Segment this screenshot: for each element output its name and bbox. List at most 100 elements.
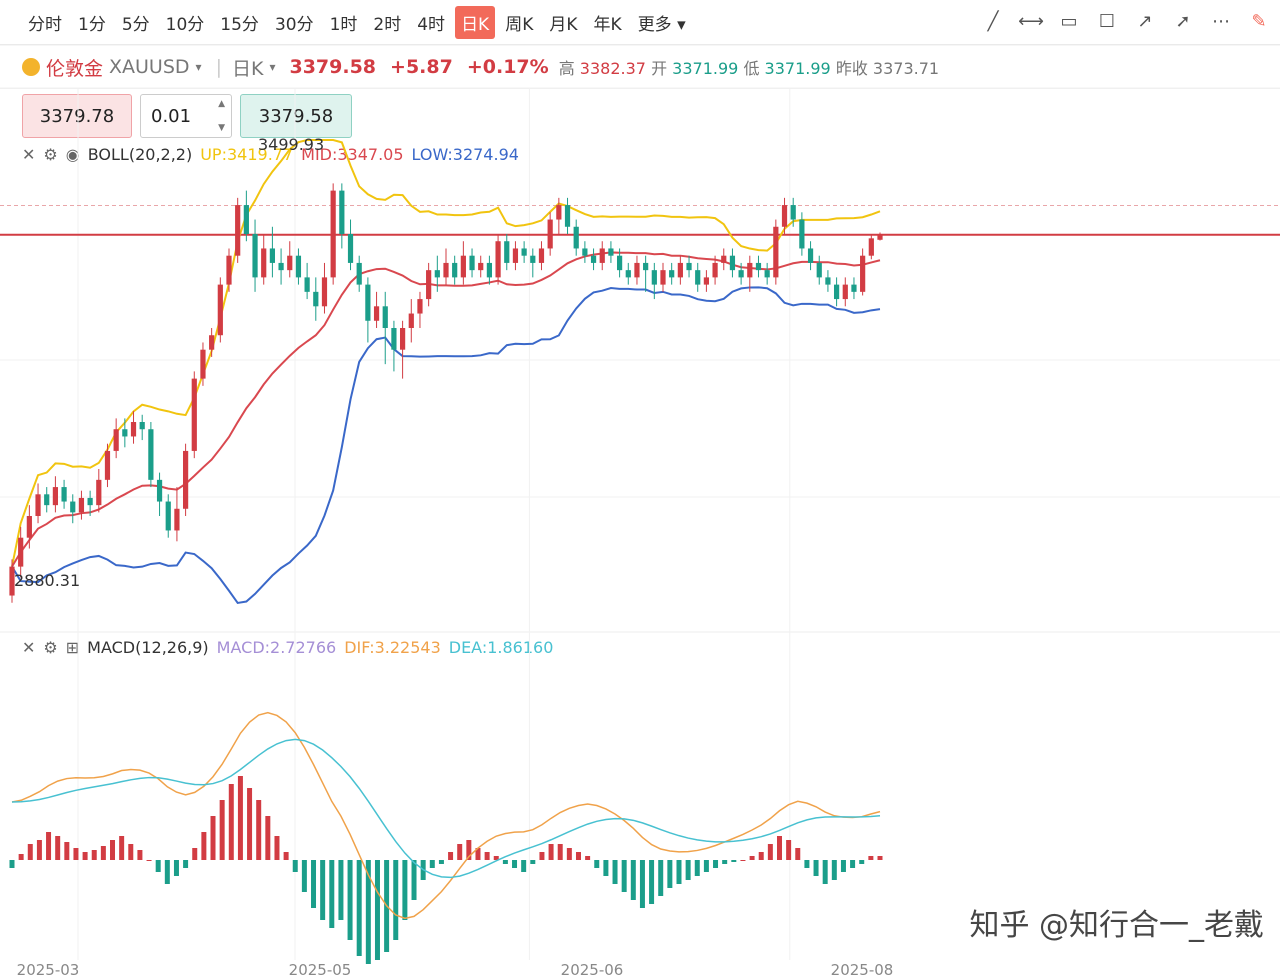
rectangle-icon[interactable]: ▭ (1060, 10, 1078, 32)
lot-stepper[interactable]: 0.01 ▲ ▼ (140, 94, 232, 138)
candle-body (651, 270, 657, 285)
arrow-icon[interactable]: ➚ (1175, 10, 1191, 32)
candle-body (321, 277, 328, 307)
candle-body (851, 284, 857, 292)
tab-period-10[interactable]: 周K (505, 14, 534, 35)
tab-period-0[interactable]: 分时 (28, 14, 62, 35)
drawing-tools: ╱ ⟷ ▭ ☐ ↗ ➚ ⋯ ✎ (980, 8, 1272, 34)
candle-body (252, 234, 258, 278)
candle-body (564, 205, 571, 227)
macd-bar (466, 840, 472, 860)
candle-body (209, 335, 215, 350)
macd-bar (767, 844, 773, 860)
candle-body (139, 422, 145, 430)
tab-period-8[interactable]: 4时 (417, 14, 446, 35)
period-select[interactable]: 日K (231, 57, 264, 80)
candle-body (530, 255, 536, 263)
candle-body (755, 262, 762, 271)
prev-close-label: 昨收 (835, 59, 868, 78)
macd-bar (658, 860, 664, 896)
macd-bar (667, 860, 673, 888)
symbol-code[interactable]: XAUUSD (109, 56, 190, 78)
macd-bar (256, 800, 262, 860)
eye-icon[interactable]: ◉ (65, 145, 80, 164)
macd-bar (822, 860, 828, 884)
candle-body (781, 205, 788, 227)
gold-icon (22, 58, 40, 76)
tab-period-13[interactable]: 更多 ▾ (637, 14, 686, 35)
candle-body (35, 494, 41, 516)
macd-bar (146, 860, 152, 861)
candle-body (538, 248, 545, 263)
candle-body (747, 262, 753, 278)
macd-bar (311, 860, 317, 908)
comment-icon[interactable]: ☐ (1098, 10, 1116, 32)
macd-bar (521, 860, 527, 872)
ray-icon[interactable]: ↗ (1137, 10, 1153, 32)
macd-bar (329, 860, 335, 928)
macd-bar (247, 788, 253, 860)
boll-low: LOW:3274.94 (411, 145, 519, 164)
candle-body (113, 429, 119, 451)
macd-bar (557, 844, 563, 860)
expand-icon[interactable]: ⊞ (65, 638, 80, 657)
candle-body (738, 270, 744, 278)
candle-body (764, 270, 770, 278)
sell-button[interactable]: 3379.78 (22, 94, 132, 138)
tab-period-12[interactable]: 年K (593, 14, 622, 35)
candle-body (512, 248, 519, 263)
candle-body (287, 255, 293, 271)
horizontal-line-icon[interactable]: ⟷ (1018, 10, 1044, 32)
candle-body (877, 234, 883, 240)
tab-period-1[interactable]: 1分 (78, 14, 106, 35)
tab-period-2[interactable]: 5分 (121, 14, 150, 35)
more-tools-icon[interactable]: ⋯ (1212, 10, 1230, 32)
candle-body (590, 255, 597, 263)
boll-mid-line (11, 251, 881, 568)
candle-body (443, 262, 449, 278)
chevron-down-icon[interactable]: ▾ (269, 60, 276, 74)
tab-period-5[interactable]: 30分 (274, 14, 314, 35)
edit-icon[interactable]: ✎ (1251, 10, 1267, 32)
buy-button[interactable]: 3379.58 (240, 94, 352, 138)
tab-period-11[interactable]: 月K (549, 14, 578, 35)
candle-body (816, 262, 822, 278)
sell-price: 3379.78 (39, 105, 115, 127)
candles (9, 183, 883, 603)
chevron-down-icon[interactable]: ▾ (195, 60, 202, 74)
tab-period-6[interactable]: 1时 (329, 14, 358, 35)
stepper-up-icon[interactable]: ▲ (218, 99, 225, 109)
candle-body (313, 291, 319, 307)
macd-bar (649, 860, 655, 904)
close-icon[interactable]: ✕ (22, 638, 36, 657)
trend-line-icon[interactable]: ╱ (987, 10, 999, 32)
candle-body (382, 306, 388, 328)
macd-bar (100, 846, 106, 860)
candle-body (339, 190, 345, 234)
macd-bar (91, 850, 97, 860)
close-icon[interactable]: ✕ (22, 145, 36, 164)
price-change: +5.87 (390, 56, 453, 78)
macd-bar (804, 860, 810, 868)
settings-icon[interactable]: ⚙ (43, 638, 58, 657)
settings-icon[interactable]: ⚙ (43, 145, 58, 164)
candle-body (460, 255, 466, 278)
stepper-down-icon[interactable]: ▼ (218, 123, 225, 133)
macd-bar (868, 856, 874, 860)
tab-period-9[interactable]: 日K (455, 5, 496, 39)
candle-body (417, 299, 423, 314)
candle-body (156, 479, 163, 502)
macd-bar (228, 784, 234, 860)
candle-body (478, 262, 484, 271)
candle-body (677, 262, 683, 278)
macd-bar (575, 852, 581, 860)
macd-bar (119, 836, 125, 860)
candle-body (269, 248, 276, 263)
tab-period-4[interactable]: 15分 (220, 14, 259, 35)
macd-bar (265, 816, 271, 860)
tab-period-3[interactable]: 10分 (165, 14, 205, 35)
candle-body (347, 234, 354, 263)
tab-period-7[interactable]: 2时 (373, 14, 402, 35)
symbol-name[interactable]: 伦敦金 (46, 57, 104, 80)
macd-bar (795, 848, 801, 860)
